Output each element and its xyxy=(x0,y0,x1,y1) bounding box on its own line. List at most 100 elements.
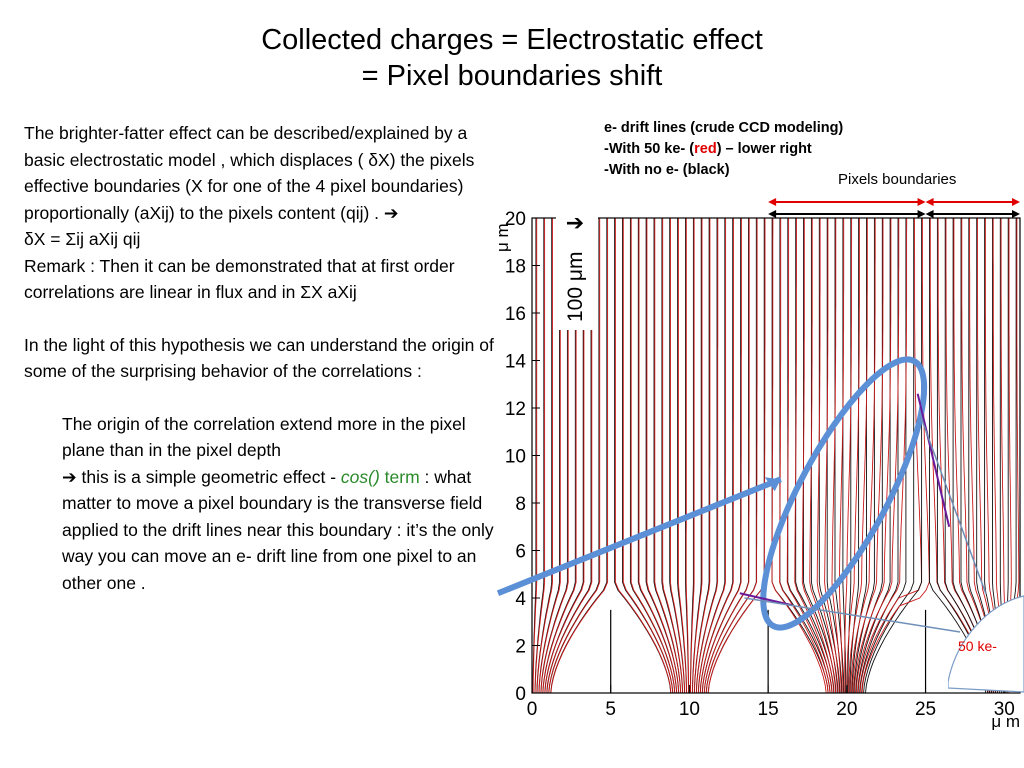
paragraph-origin: The origin of the correlation extend mor… xyxy=(62,413,466,461)
drift-line-red xyxy=(630,218,676,694)
drift-line-black xyxy=(851,218,867,694)
drift-line-red xyxy=(550,218,609,694)
drift-line-red xyxy=(852,218,884,694)
y-tick-label: 10 xyxy=(505,447,526,468)
drift-line-black xyxy=(960,218,994,694)
y-tick-label: 0 xyxy=(515,684,526,705)
title-line-2: = Pixel boundaries shift xyxy=(361,60,663,92)
drift-line-black xyxy=(944,218,990,694)
y-tick-label: 6 xyxy=(515,542,526,563)
x-tick-label: 0 xyxy=(527,699,538,720)
drift-line-red xyxy=(703,218,750,694)
arrow-head-left xyxy=(768,198,777,206)
drift-line-red xyxy=(961,218,997,694)
drift-line-black xyxy=(653,218,682,694)
drift-line-red xyxy=(705,218,758,694)
paragraph-1-text: The brighter-fatter effect can be descri… xyxy=(24,123,475,223)
x-axis-label: μ m xyxy=(991,712,1020,731)
scale-bar: ➔ 100 μm xyxy=(556,210,598,330)
scale-bar-label: 100 μm xyxy=(564,252,587,322)
drift-line-black xyxy=(863,218,915,694)
legend: e- drift lines (crude CCD modeling) -Wit… xyxy=(604,118,843,181)
drift-line-red xyxy=(690,218,695,693)
y-tick-label: 8 xyxy=(515,494,526,515)
drift-line-black xyxy=(695,218,718,694)
geometric-rest: : what matter to move a pixel boundary i… xyxy=(62,466,494,593)
drift-line-red xyxy=(692,218,703,694)
guide-line xyxy=(918,412,987,595)
drift-line-red xyxy=(646,218,680,694)
drift-line-red xyxy=(536,218,553,694)
drift-line-black xyxy=(936,218,988,694)
callout-label: 50 ke- xyxy=(958,638,997,654)
y-tick-label: 4 xyxy=(515,589,526,610)
arrow-head-left xyxy=(925,198,934,206)
drift-line-red xyxy=(662,218,684,694)
drift-line-black xyxy=(629,218,676,694)
y-tick-label: 12 xyxy=(505,399,526,420)
field-arrow xyxy=(739,592,792,607)
drift-line-black xyxy=(685,218,689,693)
drift-line-red xyxy=(694,218,711,694)
drift-line-black xyxy=(929,218,987,694)
drift-line-red xyxy=(859,218,922,694)
drift-line-black xyxy=(703,218,749,694)
drift-line-red xyxy=(801,218,835,694)
geometric-prefix: ➔ this is a simple geometric effect - xyxy=(62,466,341,487)
drift-line-black xyxy=(550,218,608,694)
paragraph-geometric: ➔ this is a simple geometric effect - co… xyxy=(24,464,502,597)
drift-line-black xyxy=(847,218,852,694)
x-tick-label: 25 xyxy=(915,699,936,720)
legend-red: -With 50 ke- (red) – lower right xyxy=(604,141,812,157)
drift-line-black xyxy=(614,218,672,694)
drift-line-black xyxy=(661,218,683,694)
drift-line-red xyxy=(857,218,908,694)
drift-line-black xyxy=(693,218,710,694)
drift-line-black xyxy=(669,218,685,694)
drift-line-black xyxy=(536,218,553,694)
drift-line-red xyxy=(969,218,999,694)
x-tick-label: 5 xyxy=(605,699,616,720)
arrow-head-right xyxy=(917,210,926,218)
y-tick-label: 20 xyxy=(505,209,526,230)
drift-line-black xyxy=(818,218,841,694)
y-tick-label: 14 xyxy=(505,352,527,373)
drift-line-red xyxy=(622,218,674,694)
y-tick-label: 18 xyxy=(505,257,526,278)
drift-line-red xyxy=(850,218,876,694)
drift-line-red xyxy=(779,218,829,694)
plot-frame xyxy=(531,217,1021,694)
y-tick-label: 2 xyxy=(515,637,526,658)
drift-line-black xyxy=(689,218,694,693)
arrow-head-right xyxy=(1012,210,1020,218)
title-line-1: Collected charges = Electrostatic effect xyxy=(261,24,763,56)
pointer-arrow xyxy=(496,476,782,597)
scale-arrow-icon: ➔ xyxy=(566,211,584,236)
drift-line-red xyxy=(824,218,840,694)
paragraph-1: The brighter-fatter effect can be descri… xyxy=(24,120,502,253)
drift-line-red xyxy=(670,218,686,694)
x-tick-label: 30 xyxy=(994,699,1015,720)
drift-line-black xyxy=(637,218,678,694)
pointer-arrow-head xyxy=(764,477,781,492)
drift-line-black xyxy=(622,218,674,694)
body-text: The brighter-fatter effect can be descri… xyxy=(24,120,502,596)
equation: δX = Σij aXij qij xyxy=(24,229,141,249)
paragraph-remark: Remark : Then it can be demonstrated tha… xyxy=(24,255,455,303)
cos-term: cos() term xyxy=(340,466,420,487)
drift-line-black xyxy=(976,218,998,694)
drift-line-red xyxy=(816,218,838,694)
drift-line-red xyxy=(786,218,831,694)
drift-line-red xyxy=(831,218,842,694)
drift-line-red xyxy=(701,218,742,694)
x-tick-label: 20 xyxy=(836,699,857,720)
drift-line-black xyxy=(865,218,923,694)
drift-line-red xyxy=(861,218,930,694)
drift-line-red xyxy=(638,218,678,694)
drift-line-red xyxy=(654,218,682,694)
charge-callout xyxy=(948,595,1024,693)
drift-line-red xyxy=(677,218,688,694)
drift-line-black xyxy=(699,218,734,694)
arrow-head-left xyxy=(768,210,777,218)
highlight-ellipse xyxy=(760,356,928,631)
